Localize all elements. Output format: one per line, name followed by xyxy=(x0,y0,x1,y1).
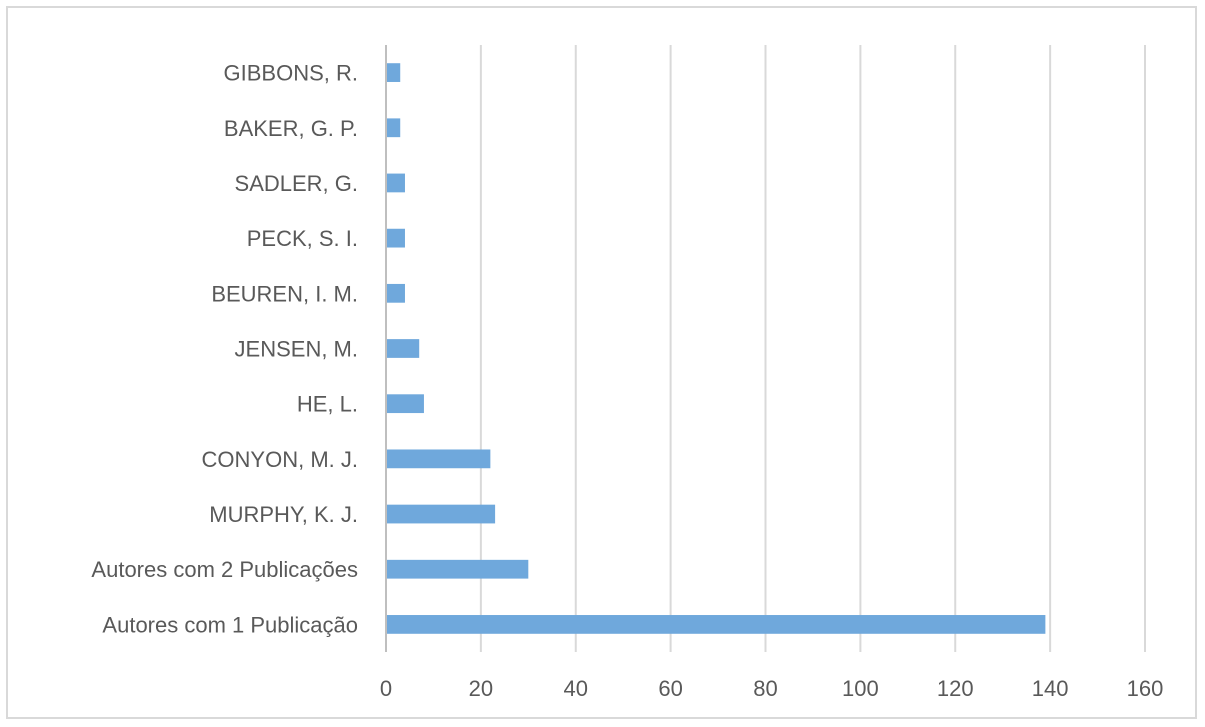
bar xyxy=(387,615,1046,634)
category-label: Autores com 2 Publicações xyxy=(91,557,358,582)
x-tick-labels: 0 20 40 60 80 100 120 140 160 xyxy=(380,676,1163,701)
category-label: PECK, S. I. xyxy=(247,226,358,251)
category-label: BAKER, G. P. xyxy=(224,116,358,141)
bar xyxy=(387,63,401,82)
bar xyxy=(387,559,529,579)
x-tick-label: 100 xyxy=(842,676,879,701)
category-label: CONYON, M. J. xyxy=(202,447,358,472)
bars xyxy=(387,63,1046,634)
x-tick-label: 60 xyxy=(658,676,682,701)
category-labels: GIBBONS, R. BAKER, G. P. SADLER, G. PECK, S… xyxy=(91,61,358,638)
category-label: HE, L. xyxy=(297,392,358,417)
category-label: SADLER, G. xyxy=(235,171,358,196)
category-label: GIBBONS, R. xyxy=(224,61,358,86)
chart-frame xyxy=(6,6,1197,719)
bar xyxy=(387,339,420,358)
x-tick-label: 40 xyxy=(564,676,588,701)
x-tick-label: 0 xyxy=(380,676,392,701)
bar xyxy=(387,504,496,524)
category-label: MURPHY, K. J. xyxy=(209,502,358,527)
x-tick-label: 80 xyxy=(753,676,777,701)
category-label: JENSEN, M. xyxy=(235,337,358,362)
category-label: BEUREN, I. M. xyxy=(211,281,358,306)
x-tick-label: 120 xyxy=(937,676,974,701)
bar xyxy=(387,283,405,303)
bar xyxy=(387,228,405,248)
x-tick-label: 140 xyxy=(1032,676,1069,701)
bar xyxy=(387,173,405,193)
category-label: Autores com 1 Publicação xyxy=(102,612,358,637)
bar xyxy=(387,118,401,138)
x-tick-label: 20 xyxy=(469,676,493,701)
gridlines xyxy=(479,45,1146,652)
x-tick-label: 160 xyxy=(1127,676,1164,701)
bar xyxy=(387,394,424,414)
bar xyxy=(387,449,491,469)
